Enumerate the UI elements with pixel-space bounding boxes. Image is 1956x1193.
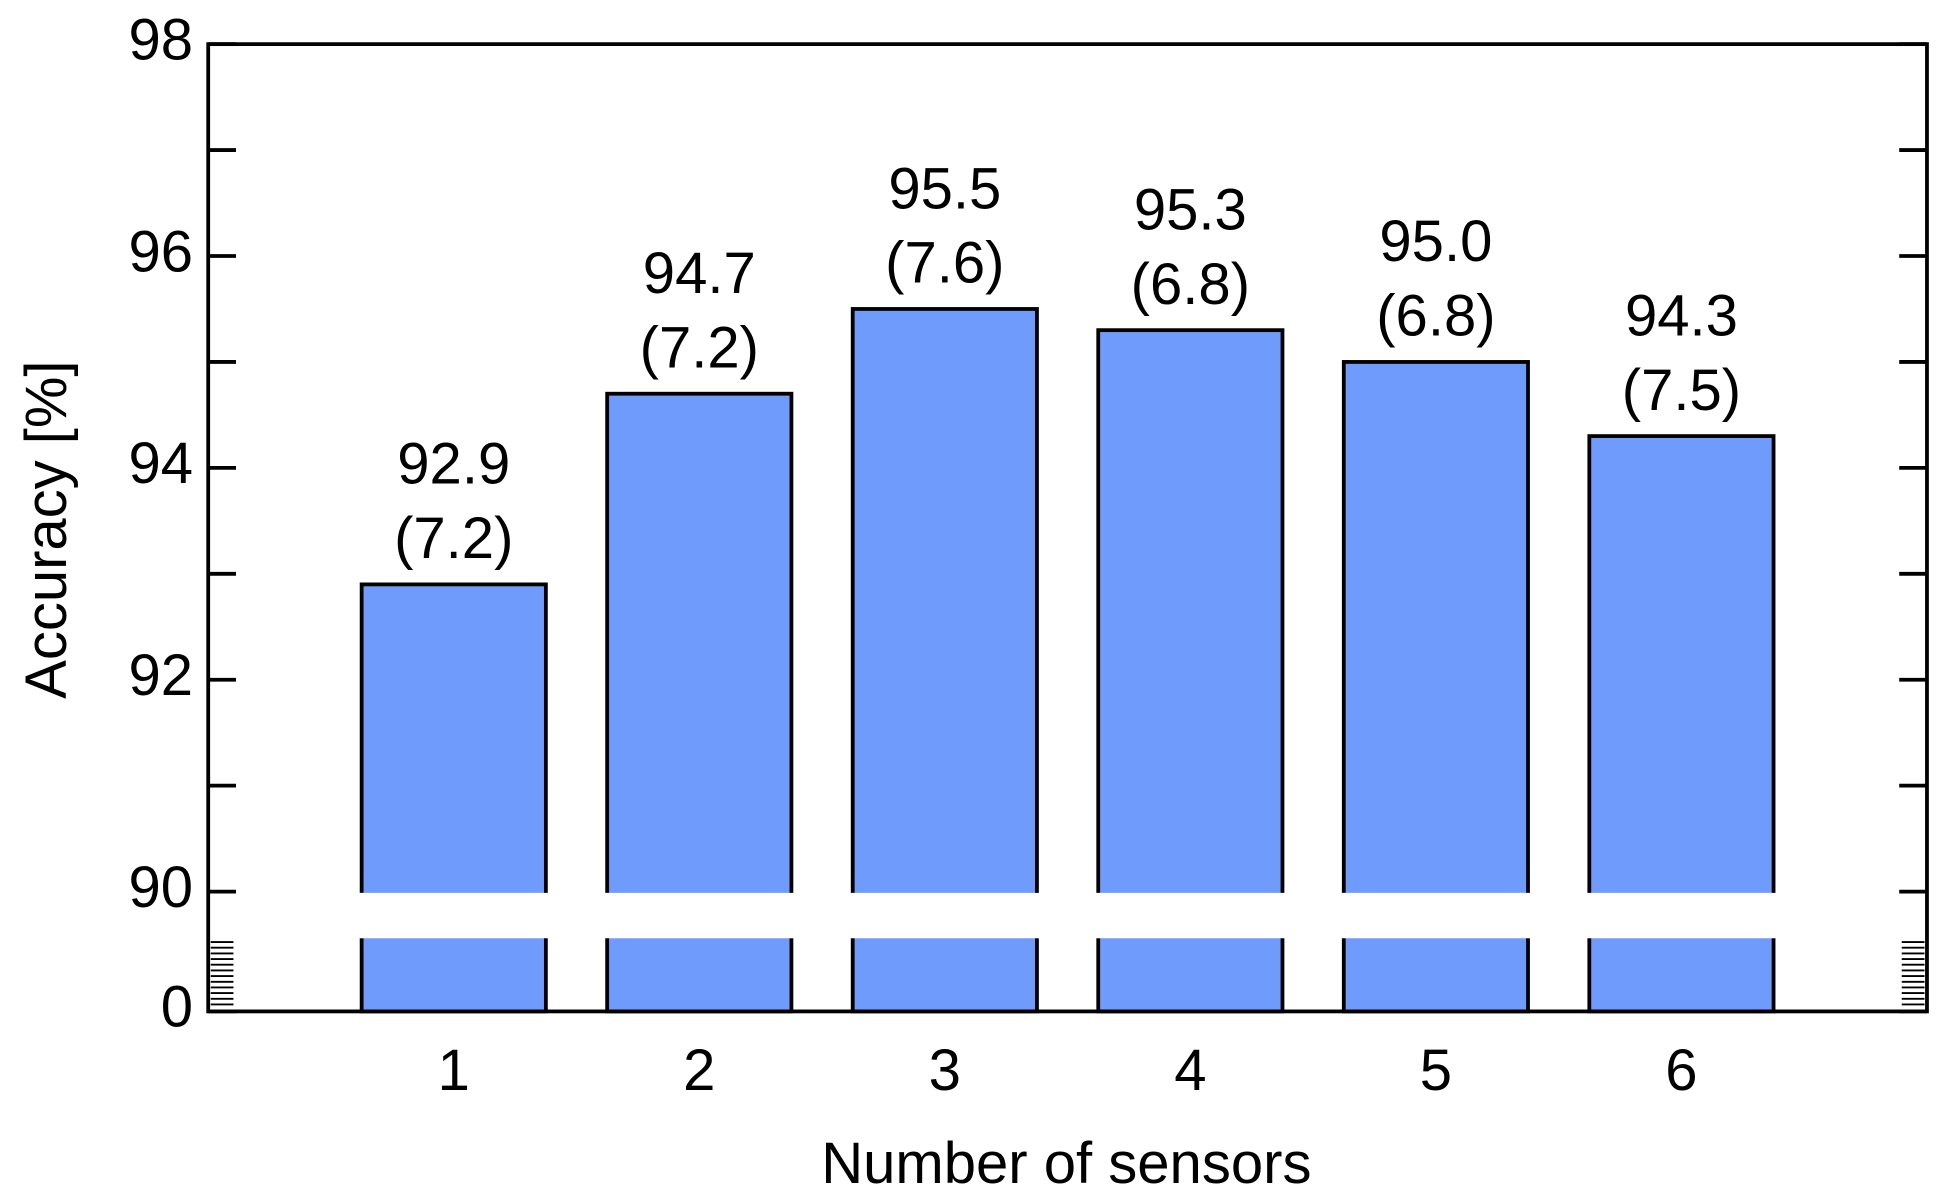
axis-break-gap (210, 892, 1925, 939)
x-tick-label: 2 (683, 1038, 715, 1103)
std-label: (7.2) (640, 315, 759, 380)
x-tick-label: 4 (1174, 1038, 1206, 1103)
x-tick-label: 3 (929, 1038, 961, 1103)
std-label: (7.5) (1622, 358, 1741, 423)
x-axis-label: Number of sensors (821, 1131, 1311, 1193)
y-tick-label: 0 (161, 975, 193, 1040)
bar (359, 582, 548, 1014)
std-label: (6.8) (1131, 252, 1250, 317)
y-axis-label: Accuracy [%] (14, 360, 79, 698)
value-label: 94.7 (643, 241, 756, 306)
std-label: (7.2) (394, 506, 513, 571)
value-label: 95.3 (1134, 177, 1247, 242)
value-label: 92.9 (397, 432, 510, 497)
plot-frame (206, 42, 1929, 1014)
y-tick-label: 90 (129, 855, 194, 920)
y-tick-label: 96 (129, 219, 194, 284)
y-tick-label: 94 (129, 431, 194, 496)
x-tick-label: 5 (1420, 1038, 1452, 1103)
std-label: (7.6) (885, 231, 1004, 296)
value-label: 95.0 (1379, 209, 1492, 274)
value-label: 95.5 (888, 156, 1001, 221)
y-tick-label: 98 (129, 7, 194, 72)
x-tick-label: 6 (1665, 1038, 1697, 1103)
x-tick-label: 1 (438, 1038, 470, 1103)
y-tick-label: 92 (129, 643, 194, 708)
value-label: 94.3 (1625, 283, 1738, 348)
std-label: (6.8) (1376, 284, 1495, 349)
